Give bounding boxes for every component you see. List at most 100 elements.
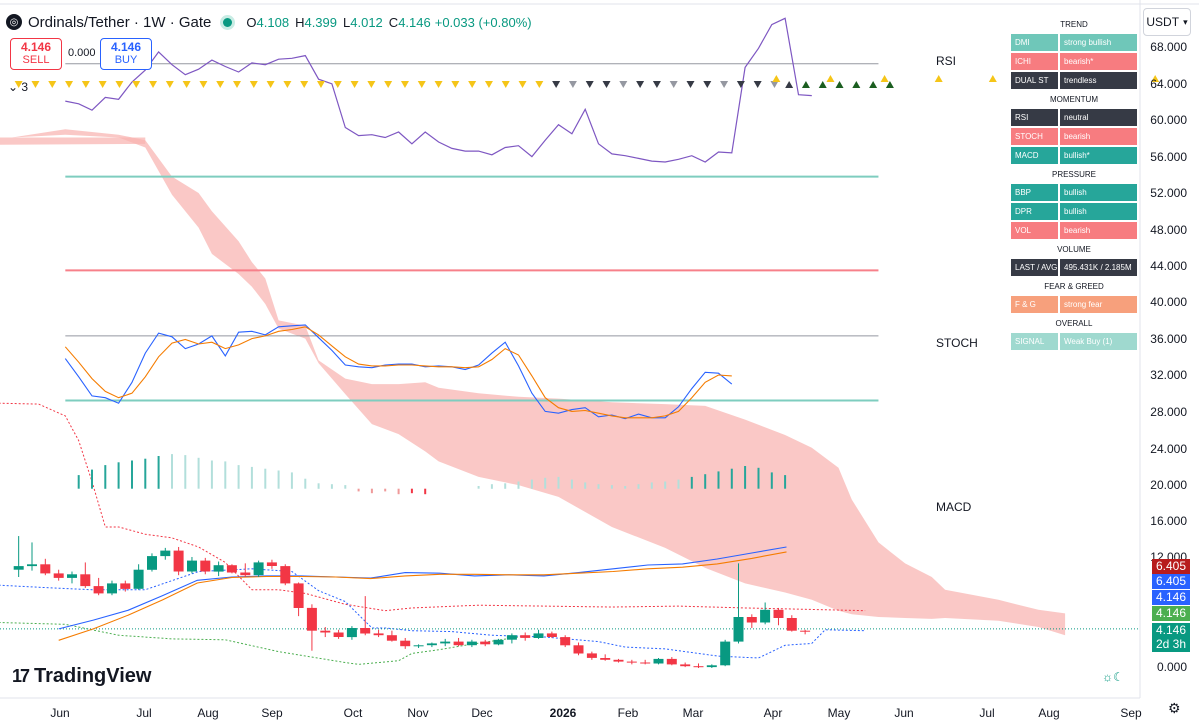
gray-down-triangle xyxy=(720,81,729,88)
indicators-toggle-button[interactable]: ⌄ 3 xyxy=(8,80,28,94)
histogram-bar xyxy=(290,472,293,489)
time-tick-label: 2026 xyxy=(549,706,577,720)
stoch-label: STOCH xyxy=(936,336,978,350)
yellow-down-triangle xyxy=(182,81,191,88)
signal-value: bullish xyxy=(1060,184,1137,201)
candle-body xyxy=(760,609,771,623)
histogram-bar xyxy=(544,477,547,489)
tradingview-logo[interactable]: 17 TradingView xyxy=(12,665,151,688)
currency-label: USDT xyxy=(1146,15,1180,29)
signal-panel-heading: MOMENTUM xyxy=(1050,95,1098,104)
sell-price: 4.146 xyxy=(20,40,52,54)
time-tick-label: Jun xyxy=(894,706,914,720)
gray-down-triangle xyxy=(552,81,561,88)
price-tick-label: 40.000 xyxy=(1150,295,1187,309)
histogram-bar xyxy=(757,467,760,489)
candle-body xyxy=(13,566,24,570)
histogram-bar xyxy=(370,488,373,494)
ichimoku-cloud xyxy=(0,129,1066,636)
candle-body xyxy=(187,560,197,572)
chevron-down-icon: ▾ xyxy=(1183,16,1188,27)
histogram-bar xyxy=(410,488,413,494)
price-tag: 4.146 xyxy=(1152,590,1190,605)
signal-value: bearish xyxy=(1060,222,1137,239)
candle-body xyxy=(120,583,131,589)
time-tick-label: Oct xyxy=(343,706,363,720)
candle-body xyxy=(520,635,531,638)
gray-down-triangle xyxy=(636,81,645,88)
candle-body xyxy=(773,609,784,618)
yellow-up-triangle xyxy=(772,75,781,82)
signal-value: 495.431K / 2.185M xyxy=(1060,259,1137,276)
signal-row: VOL bearish xyxy=(1011,222,1137,239)
histogram-bar xyxy=(424,488,427,495)
candle-body xyxy=(613,659,624,662)
candle-body xyxy=(733,617,744,642)
yellow-down-triangle xyxy=(350,81,359,88)
price-tick-label: 36.000 xyxy=(1150,332,1187,346)
signal-row: RSI neutral xyxy=(1011,109,1137,126)
histogram-bar xyxy=(157,456,160,489)
green-up-triangle xyxy=(818,81,827,88)
signal-value: neutral xyxy=(1060,109,1137,126)
spread-value: 0.000 xyxy=(68,47,96,59)
green-up-triangle xyxy=(801,81,810,88)
yellow-down-triangle xyxy=(434,81,443,88)
candle-body xyxy=(400,640,411,647)
gear-icon[interactable]: ⚙ xyxy=(1168,700,1181,716)
time-tick-label: Aug xyxy=(197,706,219,720)
high-label: H xyxy=(295,14,305,30)
yellow-up-triangle xyxy=(988,75,997,82)
session-moon-icon[interactable]: ☼☾ xyxy=(1102,670,1124,684)
signal-row: DMI strong bullish xyxy=(1011,34,1137,51)
yellow-down-triangle xyxy=(165,81,174,88)
yellow-down-triangle xyxy=(451,81,460,88)
histogram-bar xyxy=(650,482,653,489)
yellow-up-triangle xyxy=(934,75,943,82)
sell-button[interactable]: 4.146 SELL xyxy=(10,38,62,70)
candle-body xyxy=(680,664,691,667)
candle-body xyxy=(386,635,397,641)
candle-body xyxy=(746,617,757,623)
currency-selector[interactable]: USDT ▾ xyxy=(1143,8,1191,36)
candle-body xyxy=(560,637,571,646)
macd_signal-series xyxy=(58,551,787,641)
histogram-bar xyxy=(144,458,147,489)
change-value: +0.033 (+0.80%) xyxy=(434,14,532,30)
close-value: 4.146 xyxy=(398,14,431,30)
yellow-down-triangle xyxy=(115,81,124,88)
signal-panel: TREND DMI strong bullish ICHI bearish* DUAL S… xyxy=(1011,16,1137,352)
candle-body xyxy=(53,573,64,578)
price-tick-label: 24.000 xyxy=(1150,442,1187,456)
signal-key: RSI xyxy=(1011,109,1058,126)
signal-row: DPR bullish xyxy=(1011,203,1137,220)
time-tick-label: Jul xyxy=(979,706,995,720)
yellow-down-triangle xyxy=(233,81,242,88)
price-tick-label: 20.000 xyxy=(1150,478,1187,492)
time-tick-label: May xyxy=(827,706,851,720)
signal-key: MACD xyxy=(1011,147,1058,164)
histogram-bar xyxy=(104,465,107,489)
yellow-down-triangle xyxy=(216,81,225,88)
signal-row: MACD bullish* xyxy=(1011,147,1137,164)
histogram-bar xyxy=(210,460,213,489)
candle-body xyxy=(147,556,157,570)
yellow-down-triangle xyxy=(367,81,376,88)
signal-value: bullish xyxy=(1060,203,1137,220)
candlesticks[interactable] xyxy=(13,536,811,668)
signal-panel-heading: OVERALL xyxy=(1055,319,1093,328)
candle-body xyxy=(40,564,51,574)
buy-price: 4.146 xyxy=(110,40,142,54)
symbol-title[interactable]: Ordinals/Tether · 1W · Gate xyxy=(28,13,212,31)
yellow-down-triangle xyxy=(31,81,40,88)
yellow-down-triangle xyxy=(468,81,477,88)
indicator-levels xyxy=(65,63,879,402)
buy-button[interactable]: 4.146 BUY xyxy=(100,38,152,70)
yellow-down-triangle xyxy=(484,81,493,88)
candle-body xyxy=(107,583,117,594)
histogram-bar xyxy=(744,466,747,489)
yellow-up-triangle xyxy=(1151,75,1160,82)
yellow-up-triangle xyxy=(880,75,889,82)
